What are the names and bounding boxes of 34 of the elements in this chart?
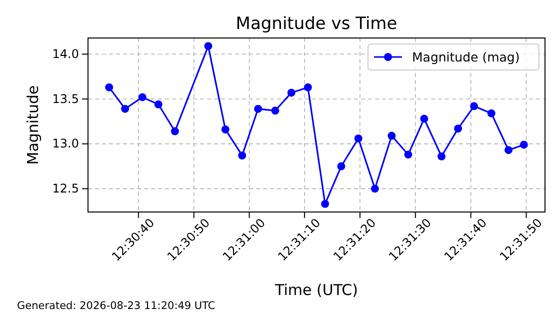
point (404, 150, 412, 159)
point (487, 109, 496, 118)
point (420, 114, 428, 123)
point (221, 126, 230, 134)
point (321, 200, 330, 208)
point (520, 140, 528, 149)
point (254, 104, 262, 113)
point (337, 162, 346, 170)
legend-label: Magnitude (mag) (412, 50, 520, 64)
x-axis-title: Time (UTC) (274, 281, 358, 299)
point (170, 127, 179, 136)
point (204, 42, 212, 50)
point (105, 83, 114, 92)
point (454, 124, 462, 133)
point (287, 88, 296, 97)
point (121, 104, 130, 113)
point (388, 132, 396, 140)
point (154, 100, 162, 108)
chart-title: Magnitude vs Time (236, 14, 398, 34)
point (354, 134, 362, 142)
y-tick-label: 13.0 (52, 136, 79, 151)
point (271, 106, 280, 115)
point (238, 152, 246, 160)
text: Generated: 2026-08-23 11:20:49 UTC (17, 300, 216, 312)
point (304, 83, 312, 92)
point (504, 146, 512, 154)
y-tick-label: 13.5 (52, 92, 79, 106)
y-tick-label: 12.5 (52, 182, 79, 196)
y-tick-label: 14.0 (52, 46, 79, 61)
y-axis-title: Magnitude (24, 85, 42, 165)
point (438, 152, 446, 160)
point (138, 93, 146, 102)
point (470, 102, 478, 110)
point (370, 184, 379, 193)
